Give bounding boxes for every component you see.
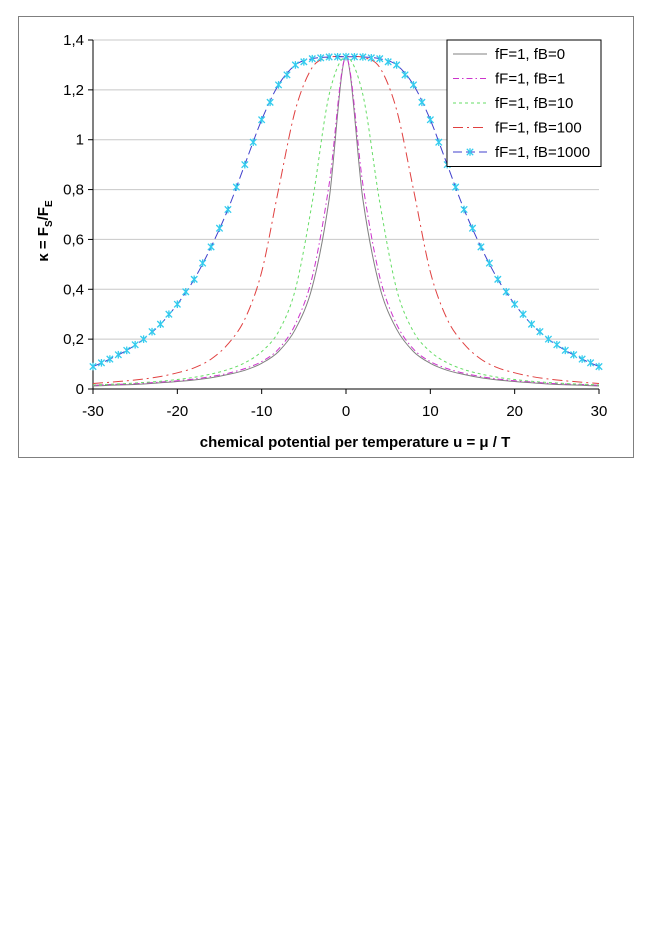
series-marker [89,362,97,371]
series-marker [182,287,190,296]
series-marker [224,205,232,214]
series-marker [274,81,283,89]
x-tick-label: -10 [251,403,273,420]
series-marker [325,53,333,61]
series-marker [190,275,198,284]
series-marker [258,115,266,124]
series-marker [409,81,418,89]
series-marker [97,359,106,367]
legend-label: fF=1, fB=1 [495,71,565,88]
series-marker [435,138,443,147]
y-tick-label: 0,6 [63,231,84,248]
series-marker [359,53,367,61]
x-tick-labels: -30 -20 -10 0 10 20 30 [82,403,607,420]
series-marker [173,300,181,309]
x-tick-label: 30 [591,403,608,420]
chart-svg: 0 0,2 0,4 0,6 0,8 1 1,2 1,4 -30 -20 -10 0 10 20 30 ch… [35,32,607,451]
series-marker [494,275,502,284]
series-marker [291,61,300,69]
series-marker [595,362,603,371]
x-tick-label: -20 [166,403,188,420]
series-marker [114,350,122,359]
series-marker [536,327,544,336]
x-tick-label: -30 [82,403,104,420]
series-marker [460,205,468,214]
y-axis-title-mid: /F [35,207,52,220]
series-marker [123,346,131,355]
series-marker [426,115,434,124]
series-marker [376,54,384,63]
series-marker [561,346,569,355]
series-marker [544,335,553,343]
series-marker [165,310,173,319]
y-axis-title: κ = FS/FE [35,200,55,262]
series-marker [384,58,392,66]
series-marker [148,327,156,336]
legend-label: fF=1, fB=1000 [495,144,590,161]
series-line-4 [92,55,600,384]
series-marker [392,61,401,69]
y-tick-label: 0,4 [63,281,84,298]
y-tick-label: 0,8 [63,182,84,199]
y-axis-title-sub2: E [44,200,55,207]
series-marker [553,340,561,349]
series-marker [511,300,519,309]
series-marker [300,58,308,66]
series-marker [477,243,485,251]
series-marker [350,53,359,61]
series-marker [232,183,241,191]
series-marker [249,138,257,147]
x-tick-label: 20 [506,403,523,420]
y-tick-label: 0 [76,381,84,398]
series-markers [89,52,603,371]
series-marker [139,335,148,343]
series-marker [485,259,494,267]
series-marker [401,71,409,79]
series-marker [570,350,578,359]
y-axis-title-main: κ = F [35,227,52,262]
legend-label: fF=1, fB=0 [495,46,565,63]
x-axis-title: chemical potential per temperature u = μ… [200,434,511,451]
series-marker [308,54,316,63]
series-marker [106,355,114,363]
series-marker [156,320,165,328]
series-marker [283,71,291,79]
series-marker [451,183,460,191]
legend-marker [466,148,474,156]
chart-frame: 0 0,2 0,4 0,6 0,8 1 1,2 1,4 -30 -20 -10 0 10 20 30 ch… [18,16,634,458]
grid-lines [93,39,599,340]
y-tick-label: 1 [76,132,84,149]
series-marker [215,224,224,233]
series-marker [468,224,477,233]
y-tick-labels: 0 0,2 0,4 0,6 0,8 1 1,2 1,4 [63,32,84,398]
series-marker [317,54,325,62]
x-tick-label: 10 [422,403,439,420]
series-marker [502,287,510,296]
legend: fF=1, fB=0 fF=1, fB=1 fF=1, fB=10 fF=1, fB=… [446,39,602,167]
series-marker [266,98,274,107]
axes [88,39,600,394]
series-marker [207,243,215,251]
series-marker [198,259,207,267]
series-marker [578,355,586,363]
series-marker [367,54,375,62]
series-marker [519,310,527,319]
series-marker [241,160,249,169]
series-marker [586,359,595,367]
y-axis-title-sub1: S [44,220,55,227]
series-marker [342,52,350,61]
legend-label: fF=1, fB=10 [495,95,573,112]
series-marker [527,320,536,328]
series-marker [131,340,139,349]
series-marker [333,53,342,61]
y-tick-label: 0,2 [63,331,84,348]
series-marker [418,98,426,107]
y-tick-label: 1,4 [63,32,84,49]
x-tick-label: 0 [342,403,350,420]
y-tick-label: 1,2 [63,82,84,99]
legend-label: fF=1, fB=100 [495,120,582,137]
